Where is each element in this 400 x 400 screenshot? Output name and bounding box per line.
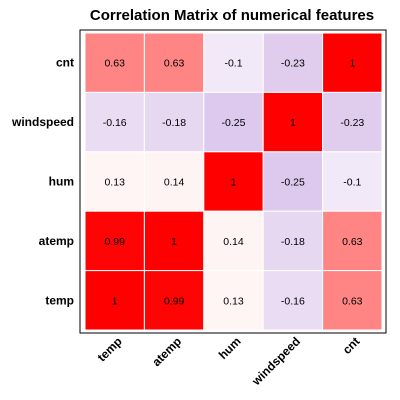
heatmap-cell-atemp-windspeed (262, 210, 324, 272)
y-axis-tick-labels: cnt windspeed hum atemp temp (11, 56, 74, 308)
cell-value-label: 0.14 (223, 236, 244, 248)
cell-value-label: 0.99 (104, 236, 125, 248)
heatmap-cell-atemp-hum (203, 210, 264, 272)
x-tick-label-atemp: atemp (149, 334, 184, 369)
cell-value-label: 1 (290, 117, 296, 129)
cell-value-label: -0.23 (340, 117, 364, 129)
cell-value-label: 0.99 (164, 295, 185, 307)
heatmap-cell-atemp-atemp (143, 210, 205, 272)
heatmap-cell-temp-temp (84, 270, 145, 331)
cell-value-label: -0.18 (281, 236, 305, 248)
cell-value-label: 0.13 (104, 177, 125, 189)
x-tick-label-temp: temp (95, 334, 125, 364)
cell-value-label: -0.1 (343, 177, 361, 189)
cell-value-label: -0.23 (281, 58, 305, 70)
y-tick-label-cnt: cnt (56, 56, 74, 70)
cell-value-label: -0.25 (281, 177, 305, 189)
cell-value-label: 1 (171, 236, 177, 248)
heatmap-cell-cnt-cnt (322, 32, 383, 93)
cell-value-label: -0.16 (103, 117, 127, 129)
cell-value-label: 0.14 (164, 177, 185, 189)
cell-value-label: -0.16 (281, 295, 305, 307)
cell-value-label: 0.13 (223, 295, 244, 307)
heatmap-cell-cnt-atemp (143, 32, 205, 93)
heatmap-cell-hum-temp (84, 151, 145, 212)
heatmap-cells: 0.63 0.63 -0.1 -0.23 1 -0.16 -0.18 -0.25 1 -0.23 0… (84, 32, 383, 331)
y-tick-label-atemp: atemp (39, 234, 74, 248)
cell-value-label: -0.25 (222, 117, 246, 129)
heatmap-cell-windspeed-atemp (143, 91, 205, 153)
cell-value-label: 1 (231, 177, 237, 189)
heatmap-cell-atemp-cnt (322, 210, 383, 272)
x-tick-label-cnt: cnt (340, 334, 363, 357)
heatmap-cell-windspeed-windspeed (262, 91, 324, 153)
cell-value-label: 0.63 (164, 58, 185, 70)
cell-value-label: 0.63 (342, 236, 363, 248)
heatmap-cell-cnt-temp (84, 32, 145, 93)
cell-value-label: 0.63 (342, 295, 363, 307)
y-tick-label-hum: hum (49, 175, 74, 189)
heatmap-cell-temp-cnt (322, 270, 383, 331)
chart-title: Correlation Matrix of numerical features (90, 7, 374, 24)
heatmap-cell-atemp-temp (84, 210, 145, 272)
cell-value-label: -0.18 (162, 117, 186, 129)
heatmap-cell-temp-atemp (143, 270, 205, 331)
heatmap-cell-hum-hum (203, 151, 264, 212)
y-tick-label-windspeed: windspeed (11, 115, 74, 129)
cell-value-label: 0.63 (104, 58, 125, 70)
x-axis-tick-labels: temp atemp hum windspeed cnt (95, 334, 363, 388)
heatmap-cell-temp-windspeed (262, 270, 324, 331)
cell-value-label: 1 (349, 58, 355, 70)
cell-value-label: -0.1 (224, 58, 242, 70)
cell-value-label: 1 (112, 295, 118, 307)
x-tick-label-hum: hum (216, 334, 244, 362)
y-tick-label-temp: temp (45, 293, 74, 307)
heatmap-cell-hum-cnt (322, 151, 383, 212)
x-tick-label-windspeed: windspeed (249, 334, 303, 388)
heatmap-cell-windspeed-cnt (322, 91, 383, 153)
